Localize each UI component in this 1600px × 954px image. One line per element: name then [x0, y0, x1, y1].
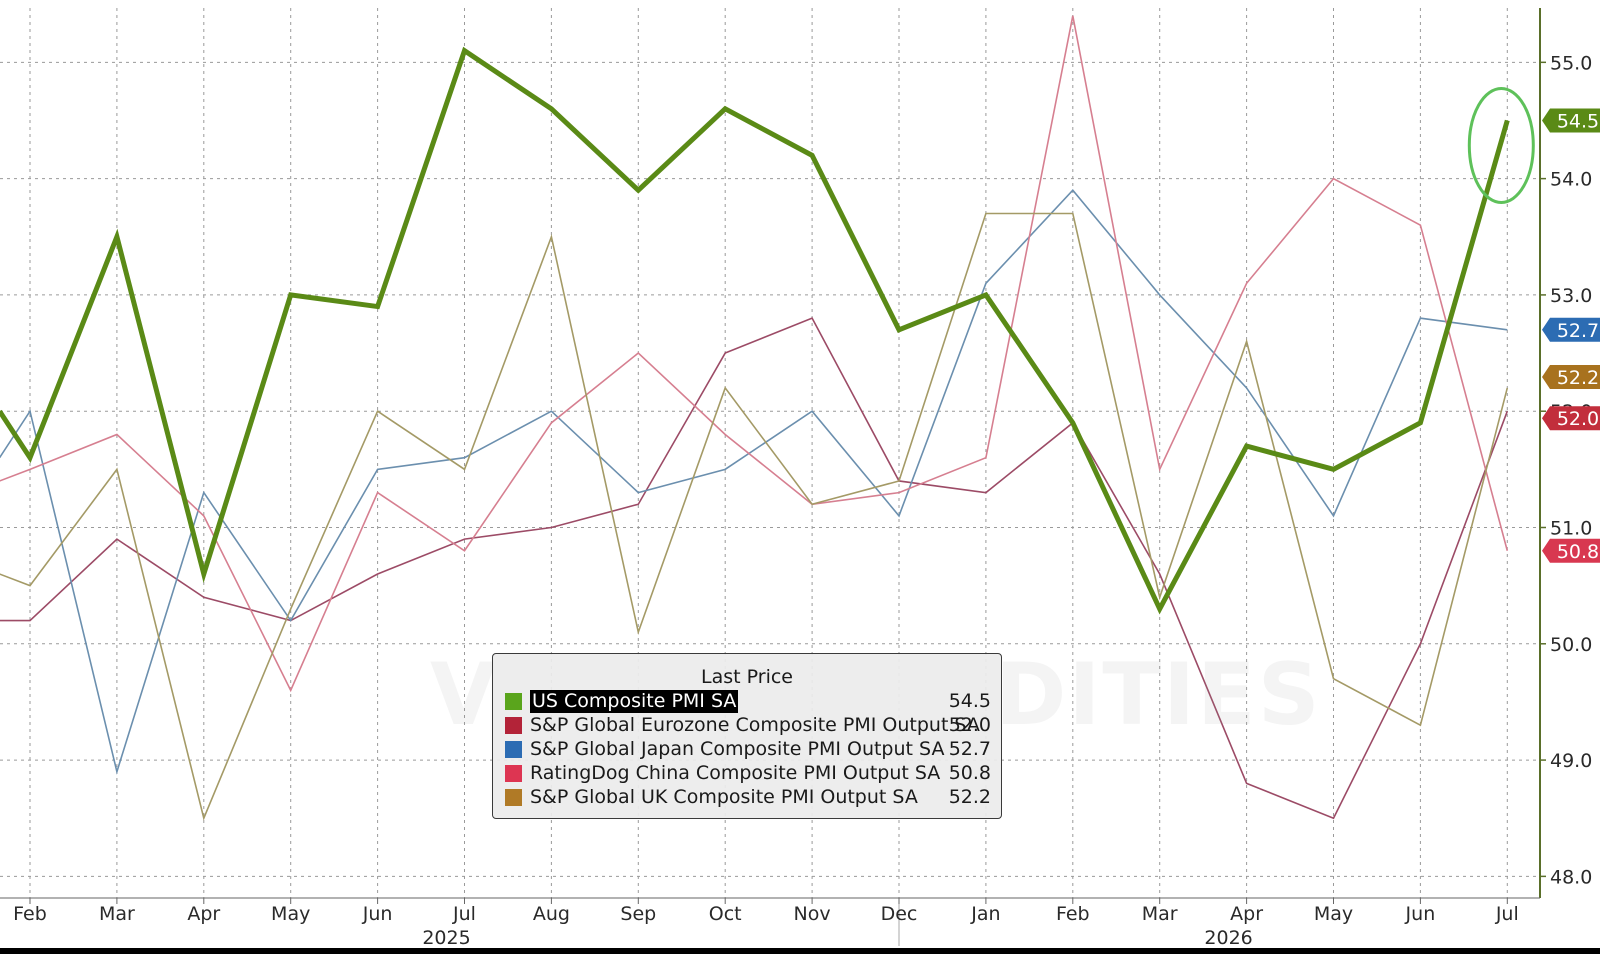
legend-label-uk: S&P Global UK Composite PMI Output SA	[530, 786, 918, 808]
x-tick-label: Dec	[881, 903, 918, 925]
legend-item-china: RatingDog China Composite PMI Output SA …	[505, 762, 991, 785]
x-tick-label: Jul	[1495, 903, 1519, 925]
year-label: 2026	[1204, 927, 1252, 949]
last-value-tag-2	[1542, 317, 1600, 342]
legend-item-uk: S&P Global UK Composite PMI Output SA 52…	[505, 786, 991, 809]
legend-value-china: 50.8	[948, 762, 991, 784]
last-value-text-1: 52.0	[1557, 408, 1599, 430]
x-tick-label: Feb	[1056, 903, 1090, 925]
series-line-1	[0, 317, 1509, 820]
last-value-labels: 54.5 52.0 52.7 50.8 52.2	[1542, 108, 1600, 563]
y-tick-label: 55.0	[1550, 52, 1592, 74]
x-tick-label: Jul	[452, 903, 476, 925]
legend-swatch-china	[505, 765, 522, 782]
highlight-circle	[1467, 86, 1535, 204]
legend-value-japan: 52.7	[948, 738, 991, 760]
last-value-text-2: 52.7	[1557, 320, 1599, 342]
x-tick-label: Feb	[13, 903, 47, 925]
legend-swatch-uk	[505, 789, 522, 806]
series-lines	[0, 15, 1535, 821]
last-value-tag-0	[1542, 108, 1600, 133]
x-tick-label: Mar	[1142, 903, 1178, 925]
legend-swatch-japan	[505, 741, 522, 758]
legend-label-us: US Composite PMI SA	[530, 690, 739, 713]
y-tick-label: 50.0	[1550, 634, 1592, 656]
last-value-text-0: 54.5	[1557, 110, 1599, 132]
x-tick-label: May	[271, 903, 310, 925]
legend-item-eurozone: S&P Global Eurozone Composite PMI Output…	[505, 714, 991, 737]
year-label: 2025	[422, 927, 470, 949]
y-tick-label: 53.0	[1550, 285, 1592, 307]
tick-labels: 48.0 49.0 50.0 51.0 52.0 53.0 54.0 55.0 Feb Mar Ap…	[13, 52, 1592, 949]
legend-label-china: RatingDog China Composite PMI Output SA	[530, 762, 941, 784]
x-tick-label: Sep	[620, 903, 656, 925]
bottom-border	[0, 948, 1600, 954]
x-tick-label: Apr	[187, 903, 220, 925]
last-value-tag-1	[1542, 406, 1600, 431]
axes	[0, 8, 1541, 946]
legend-value-uk: 52.2	[948, 786, 991, 808]
legend-swatch-eurozone	[505, 717, 522, 734]
legend-title: Last Price	[701, 666, 793, 688]
y-tick-label: 51.0	[1550, 517, 1592, 539]
x-tick-label: May	[1314, 903, 1353, 925]
grid-lines	[0, 8, 1540, 898]
x-tick-label: Jun	[1405, 903, 1436, 925]
legend-item-us: US Composite PMI SA 54.5	[505, 690, 991, 713]
x-tick-label: Aug	[533, 903, 570, 925]
legend-value-eurozone: 52.0	[948, 714, 991, 736]
x-tick-label: Oct	[709, 903, 742, 925]
series-line-4	[0, 212, 1509, 821]
legend-value-us: 54.5	[948, 690, 991, 712]
legend-label-eurozone: S&P Global Eurozone Composite PMI Output…	[530, 714, 980, 736]
y-tick-label: 48.0	[1550, 866, 1592, 888]
legend-item-japan: S&P Global Japan Composite PMI Output SA…	[505, 738, 991, 761]
last-value-tag-4	[1542, 364, 1600, 389]
series-line-2	[0, 189, 1508, 775]
series-line-0	[0, 46, 1510, 615]
y-tick-label: 49.0	[1550, 750, 1592, 772]
x-tick-label: Mar	[99, 903, 135, 925]
legend: Last Price US Composite PMI SA 54.5 S&P …	[492, 653, 1002, 819]
last-value-text-3: 50.8	[1557, 541, 1599, 563]
x-tick-label: Nov	[794, 903, 831, 925]
last-value-tag-3	[1542, 538, 1600, 563]
x-tick-label: Jun	[362, 903, 393, 925]
legend-label-japan: S&P Global Japan Composite PMI Output SA	[530, 738, 945, 760]
x-tick-label: Jan	[970, 903, 1000, 925]
y-tick-label: 54.0	[1550, 169, 1592, 191]
series-line-3	[0, 15, 1509, 693]
last-value-text-4: 52.2	[1557, 367, 1599, 389]
legend-swatch-us	[505, 693, 522, 710]
x-tick-label: Apr	[1230, 903, 1263, 925]
